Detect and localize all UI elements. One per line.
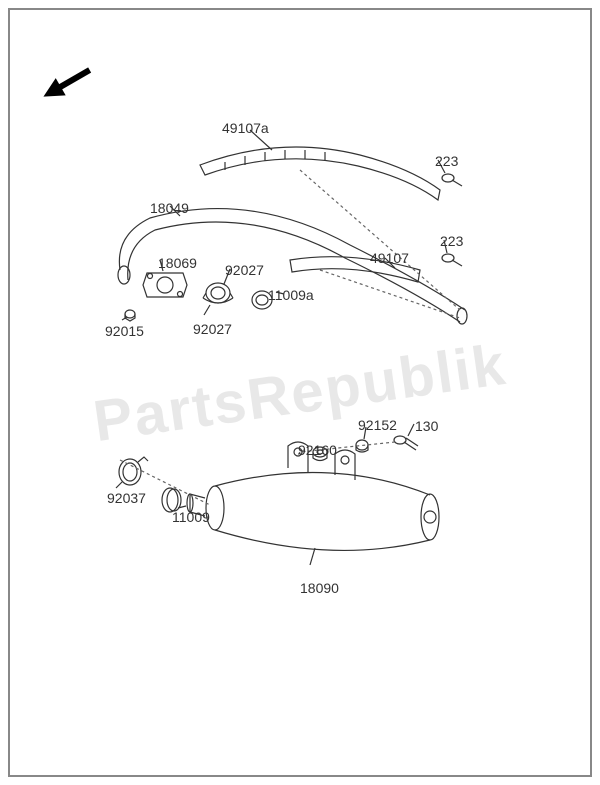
label-18090: 18090 (300, 580, 339, 596)
label-92027-b: 92027 (193, 321, 232, 337)
label-49107: 49107 (370, 250, 409, 266)
label-92037: 92037 (107, 490, 146, 506)
label-11009a: 11009a (268, 287, 314, 303)
label-92015: 92015 (105, 323, 144, 339)
label-18049: 18049 (150, 200, 189, 216)
heat-shield-upper (200, 130, 440, 200)
direction-arrow-icon (40, 62, 94, 104)
label-223-b: 223 (440, 233, 463, 249)
nut-92015 (122, 310, 135, 321)
clamp-92037 (116, 457, 148, 488)
label-92160: 92160 (298, 442, 337, 458)
label-130: 130 (415, 418, 438, 434)
parts-diagram (0, 0, 600, 785)
label-223-a: 223 (435, 153, 458, 169)
label-11009: 11009 (172, 509, 210, 525)
label-18069: 18069 (158, 255, 197, 271)
label-49107a: 49107a (222, 120, 269, 136)
label-92027-a: 92027 (225, 262, 264, 278)
muffler-body (187, 442, 439, 565)
label-92152: 92152 (358, 417, 397, 433)
